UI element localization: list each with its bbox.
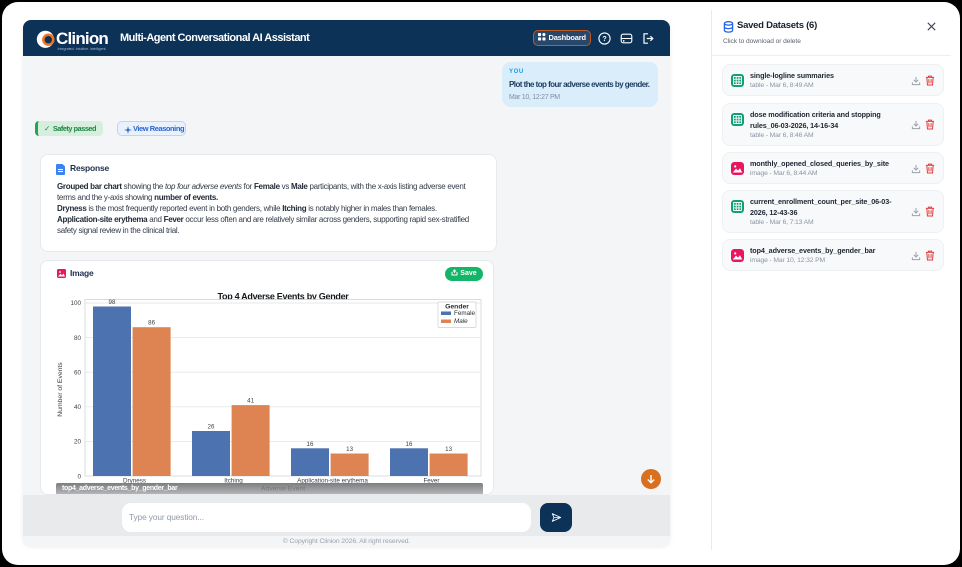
svg-text:Dryness: Dryness xyxy=(123,478,146,485)
svg-text:Female: Female xyxy=(454,310,475,317)
svg-text:Top 4 Adverse Events by Gender: Top 4 Adverse Events by Gender xyxy=(217,291,349,301)
svg-text:0: 0 xyxy=(77,473,81,480)
svg-text:16: 16 xyxy=(406,441,413,448)
svg-text:60: 60 xyxy=(74,369,82,376)
svg-text:41: 41 xyxy=(247,398,254,405)
svg-text:100: 100 xyxy=(70,300,81,307)
svg-text:80: 80 xyxy=(74,335,82,342)
svg-text:13: 13 xyxy=(346,446,353,453)
svg-text:Itching: Itching xyxy=(224,478,243,485)
svg-text:Male: Male xyxy=(454,318,468,325)
svg-text:26: 26 xyxy=(208,424,215,431)
svg-text:20: 20 xyxy=(74,439,82,446)
svg-text:98: 98 xyxy=(109,299,116,306)
svg-text:40: 40 xyxy=(74,404,82,411)
svg-text:Application-site erythema: Application-site erythema xyxy=(297,478,368,485)
svg-text:Number of Events: Number of Events xyxy=(57,362,64,417)
svg-text:Gender: Gender xyxy=(445,304,469,311)
svg-text:13: 13 xyxy=(445,446,452,453)
svg-text:16: 16 xyxy=(307,441,314,448)
svg-text:?: ? xyxy=(602,36,606,43)
svg-text:86: 86 xyxy=(148,320,155,327)
svg-text:Fever: Fever xyxy=(423,478,439,485)
